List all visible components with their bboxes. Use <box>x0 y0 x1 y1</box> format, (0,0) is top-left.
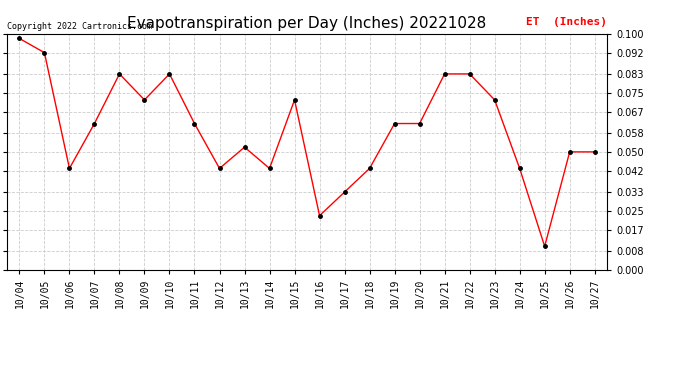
Text: ET  (Inches): ET (Inches) <box>526 16 607 27</box>
Title: Evapotranspiration per Day (Inches) 20221028: Evapotranspiration per Day (Inches) 2022… <box>128 16 486 31</box>
Text: Copyright 2022 Cartronics.com: Copyright 2022 Cartronics.com <box>7 22 152 32</box>
